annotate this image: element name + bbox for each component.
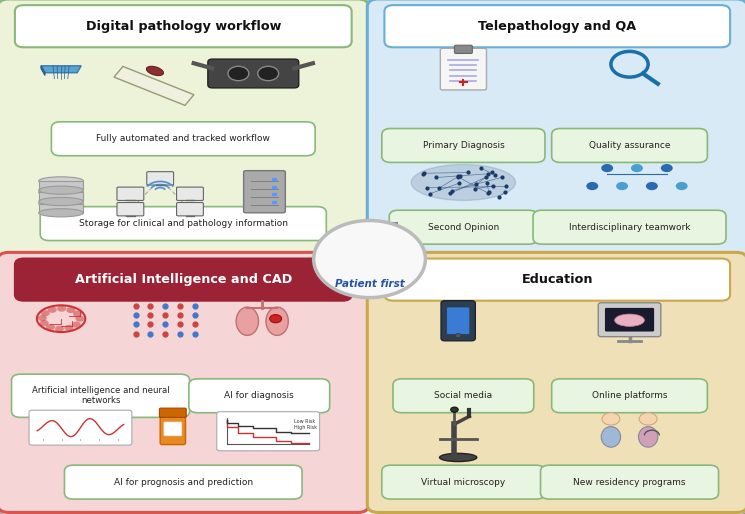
Ellipse shape: [440, 453, 477, 462]
Point: [492, 193, 504, 201]
FancyBboxPatch shape: [605, 308, 654, 332]
Text: Digital pathology workflow: Digital pathology workflow: [86, 20, 281, 33]
FancyBboxPatch shape: [51, 122, 315, 156]
Text: Second Opinion: Second Opinion: [428, 223, 499, 232]
Bar: [114, 66, 194, 105]
Ellipse shape: [39, 199, 83, 208]
Point: [445, 189, 457, 197]
Point: [499, 188, 511, 196]
FancyBboxPatch shape: [208, 59, 299, 88]
Text: Fully automated and tracked workflow: Fully automated and tracked workflow: [96, 134, 270, 143]
Circle shape: [41, 310, 50, 316]
Circle shape: [314, 221, 425, 298]
FancyBboxPatch shape: [0, 0, 369, 262]
FancyBboxPatch shape: [384, 5, 730, 47]
Circle shape: [64, 325, 73, 331]
FancyBboxPatch shape: [346, 227, 386, 267]
Point: [430, 173, 442, 181]
Ellipse shape: [39, 186, 83, 194]
Point: [482, 189, 494, 197]
Circle shape: [455, 334, 461, 338]
Point: [481, 173, 492, 181]
Point: [481, 179, 492, 188]
Circle shape: [73, 310, 82, 317]
Point: [421, 183, 433, 192]
FancyBboxPatch shape: [533, 210, 726, 244]
FancyBboxPatch shape: [117, 187, 144, 200]
Ellipse shape: [615, 314, 644, 326]
Circle shape: [46, 324, 55, 330]
Point: [452, 172, 464, 180]
Circle shape: [601, 164, 613, 172]
Point: [463, 168, 475, 176]
FancyBboxPatch shape: [160, 413, 186, 445]
Point: [475, 164, 487, 173]
Text: Quality assurance: Quality assurance: [589, 141, 670, 150]
Point: [446, 187, 457, 195]
Circle shape: [602, 413, 620, 425]
Text: Storage for clinical and pathology information: Storage for clinical and pathology infor…: [79, 219, 288, 228]
Point: [453, 179, 465, 187]
Text: Patient first: Patient first: [335, 279, 405, 289]
Point: [486, 168, 498, 176]
Text: Telepathology and QA: Telepathology and QA: [478, 20, 636, 33]
Text: Artificial intelligence and neural
networks: Artificial intelligence and neural netwo…: [32, 386, 169, 406]
Circle shape: [451, 407, 458, 412]
Point: [452, 173, 464, 181]
FancyBboxPatch shape: [29, 410, 132, 445]
Ellipse shape: [411, 164, 516, 200]
Ellipse shape: [236, 307, 259, 335]
Text: AI for diagnosis: AI for diagnosis: [224, 391, 294, 400]
FancyBboxPatch shape: [65, 465, 302, 499]
Bar: [39, 192, 83, 201]
FancyBboxPatch shape: [381, 465, 545, 499]
FancyBboxPatch shape: [12, 374, 189, 417]
Point: [470, 180, 482, 189]
FancyBboxPatch shape: [159, 408, 186, 417]
Text: AI for prognosis and prediction: AI for prognosis and prediction: [114, 478, 253, 487]
FancyBboxPatch shape: [389, 210, 537, 244]
Bar: [39, 204, 83, 213]
Circle shape: [228, 66, 249, 81]
Point: [483, 188, 495, 196]
Circle shape: [72, 322, 80, 328]
FancyBboxPatch shape: [188, 379, 329, 413]
Point: [495, 173, 507, 181]
FancyBboxPatch shape: [0, 252, 369, 512]
FancyBboxPatch shape: [177, 203, 203, 216]
FancyBboxPatch shape: [393, 379, 533, 413]
Bar: [39, 181, 83, 190]
Polygon shape: [41, 66, 45, 76]
Ellipse shape: [39, 197, 83, 206]
FancyBboxPatch shape: [177, 187, 203, 200]
Text: Interdisciplinary teamwork: Interdisciplinary teamwork: [568, 223, 691, 232]
Ellipse shape: [147, 66, 163, 76]
FancyBboxPatch shape: [447, 307, 469, 334]
Point: [424, 190, 436, 198]
Circle shape: [661, 164, 673, 172]
Circle shape: [66, 307, 75, 313]
Circle shape: [75, 316, 84, 322]
Text: Virtual microscopy: Virtual microscopy: [421, 478, 506, 487]
Point: [489, 171, 501, 179]
Point: [469, 185, 481, 193]
Circle shape: [352, 222, 379, 240]
FancyBboxPatch shape: [117, 203, 144, 216]
FancyBboxPatch shape: [217, 412, 320, 451]
Text: Low Risk
High Risk: Low Risk High Risk: [294, 419, 317, 430]
FancyBboxPatch shape: [598, 303, 661, 337]
Ellipse shape: [39, 209, 83, 217]
FancyBboxPatch shape: [454, 45, 472, 53]
Circle shape: [639, 413, 657, 425]
FancyBboxPatch shape: [40, 207, 326, 241]
Point: [482, 170, 494, 178]
FancyBboxPatch shape: [147, 172, 174, 185]
Text: Primary Diagnosis: Primary Diagnosis: [422, 141, 504, 150]
Text: New residency programs: New residency programs: [573, 478, 686, 487]
FancyBboxPatch shape: [551, 379, 707, 413]
Ellipse shape: [39, 177, 83, 185]
FancyBboxPatch shape: [384, 259, 730, 301]
Circle shape: [57, 305, 66, 311]
Point: [419, 169, 431, 177]
